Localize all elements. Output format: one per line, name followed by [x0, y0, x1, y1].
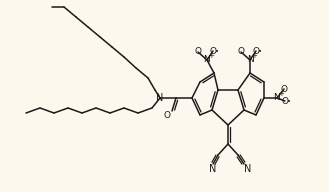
Text: O: O: [281, 84, 288, 94]
Text: N: N: [247, 55, 253, 65]
Text: O: O: [194, 47, 201, 56]
Text: N: N: [244, 164, 252, 174]
Text: +: +: [208, 53, 214, 59]
Text: •: •: [215, 49, 219, 55]
Text: O: O: [282, 97, 289, 105]
Text: N: N: [156, 93, 164, 103]
Text: O: O: [252, 46, 260, 55]
Text: +: +: [251, 53, 257, 59]
Text: O: O: [164, 111, 170, 119]
Text: +: +: [278, 91, 284, 97]
Text: N: N: [204, 55, 210, 65]
Text: O: O: [210, 46, 216, 55]
Text: N: N: [209, 164, 217, 174]
Text: •: •: [258, 49, 262, 55]
Text: •: •: [287, 99, 291, 105]
Text: O: O: [238, 47, 244, 56]
Text: N: N: [274, 94, 280, 103]
